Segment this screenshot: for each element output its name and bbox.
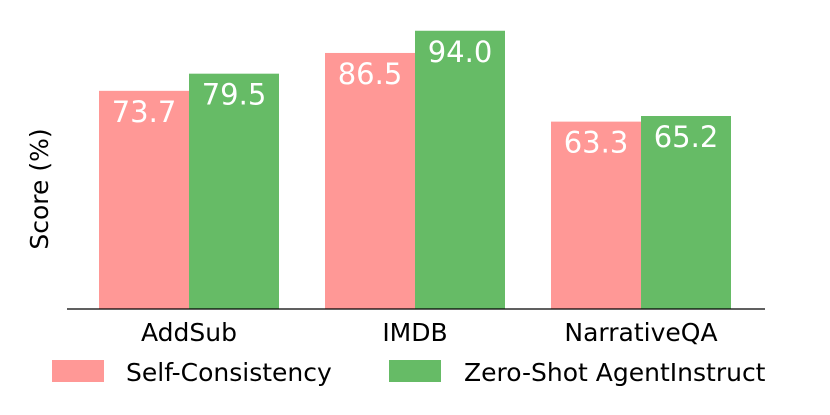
bar-value-labels: 73.7 79.5 86.5 94.0 63.3 65.2 xyxy=(112,35,719,160)
bars-group xyxy=(99,30,731,310)
bar-value-label: 63.3 xyxy=(564,126,629,160)
bar-value-label: 86.5 xyxy=(338,57,403,91)
legend-swatch-self-consistency xyxy=(52,360,104,382)
bar-addsub-zero-shot-agentinstruct xyxy=(189,73,279,310)
bar-narrativeqa-zero-shot-agentinstruct xyxy=(641,116,731,310)
bar-imdb-self-consistency xyxy=(325,52,415,310)
legend-label-zero-shot-agentinstruct: Zero-Shot AgentInstruct xyxy=(464,358,766,387)
y-axis-label: Score (%) xyxy=(25,128,54,249)
x-tick-label: NarrativeQA xyxy=(564,318,717,347)
legend: Self-Consistency Zero-Shot AgentInstruct xyxy=(52,358,766,387)
bar-value-label: 79.5 xyxy=(202,78,267,112)
legend-swatch-zero-shot-agentinstruct xyxy=(389,360,441,382)
x-tick-labels: AddSub IMDB NarrativeQA xyxy=(141,318,718,347)
bar-imdb-zero-shot-agentinstruct xyxy=(415,30,505,309)
bar-value-label: 65.2 xyxy=(654,120,719,154)
bar-narrativeqa-self-consistency xyxy=(551,121,641,309)
bar-addsub-self-consistency xyxy=(99,90,189,310)
bar-value-label: 73.7 xyxy=(112,95,177,129)
legend-label-self-consistency: Self-Consistency xyxy=(126,358,332,387)
x-tick-label: IMDB xyxy=(382,318,447,347)
bar-value-label: 94.0 xyxy=(428,35,493,69)
x-tick-label: AddSub xyxy=(141,318,237,347)
